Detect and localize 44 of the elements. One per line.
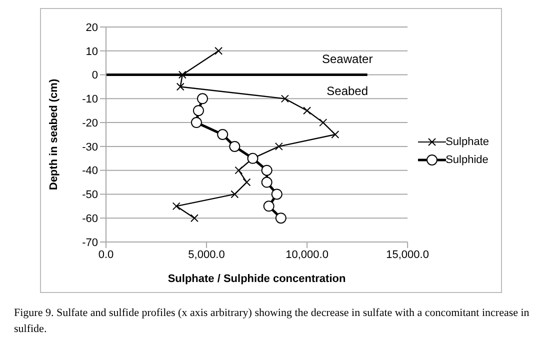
annotation: Seabed	[326, 84, 368, 98]
caption: Figure 9. Sulfate and sulfide profiles (x axis arbitrary) showing the decrease in sulfate with a concomitant increase in sulfide.	[14, 306, 530, 337]
y-tick-label: -40	[82, 165, 98, 178]
point	[319, 118, 328, 127]
point	[331, 130, 340, 138]
y-tick-label: -20	[82, 117, 98, 130]
point	[197, 93, 208, 104]
x-tick-label: 10,000.0	[286, 248, 328, 261]
point	[178, 70, 186, 79]
x-tick-label: 15,000.0	[386, 248, 429, 261]
y-tick-label: -70	[82, 236, 98, 249]
point	[229, 140, 240, 152]
annotation: Seawater	[322, 52, 373, 66]
point	[261, 176, 272, 188]
x-axis-title: Sulphate / Sulphide concentration	[168, 273, 346, 285]
y-tick-label: 20	[86, 22, 98, 34]
point	[274, 142, 283, 150]
x-tick-label: 5,000.0	[188, 248, 225, 261]
legend-label: Sulphate	[446, 136, 489, 148]
point	[230, 190, 239, 198]
point	[234, 166, 243, 174]
point	[176, 82, 184, 91]
point	[275, 212, 286, 224]
y-tick-label: 0	[92, 70, 98, 82]
point	[172, 202, 180, 210]
point	[192, 105, 204, 116]
point	[280, 94, 289, 103]
point	[242, 178, 251, 186]
y-tick-label: -60	[82, 213, 98, 226]
point	[217, 129, 228, 140]
point	[271, 188, 282, 200]
x-tick-label: 0.0	[98, 248, 114, 261]
y-tick-label: -10	[82, 94, 98, 106]
y-tick-label: 10	[86, 46, 98, 58]
point	[261, 164, 272, 176]
point	[190, 214, 198, 222]
y-tick-label: -30	[82, 141, 98, 154]
y-axis-title: Depth in seabed (cm)	[48, 78, 60, 190]
point	[190, 117, 202, 128]
legend-label: Sulphide	[446, 154, 488, 166]
point	[214, 46, 223, 55]
point	[303, 106, 312, 115]
point	[263, 200, 274, 212]
y-tick-label: -50	[82, 189, 98, 202]
